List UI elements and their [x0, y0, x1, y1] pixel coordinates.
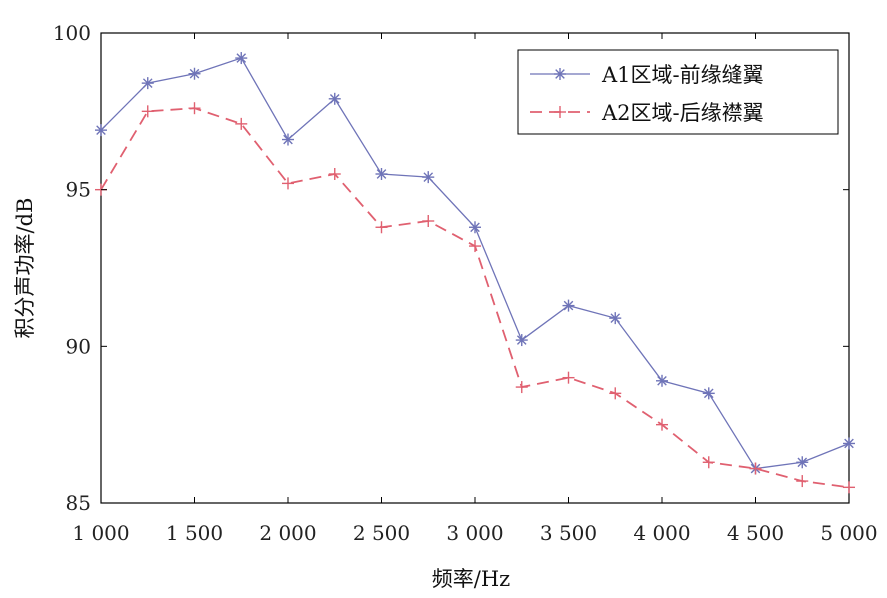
data-point	[796, 475, 809, 488]
data-point	[235, 117, 248, 130]
legend-label: A1区域-前缘缝翼	[601, 63, 764, 87]
data-point	[422, 215, 435, 227]
data-point	[282, 133, 294, 146]
data-point	[188, 102, 201, 115]
x-tick-label: 3 500	[540, 521, 597, 545]
data-point	[656, 374, 668, 387]
data-point	[609, 312, 622, 325]
data-point	[328, 92, 341, 105]
series-2	[95, 102, 855, 494]
data-point	[188, 67, 201, 80]
data-point	[656, 418, 668, 431]
legend-item: A2区域-后缘襟翼	[530, 101, 764, 125]
data-point	[328, 168, 341, 180]
data-point	[843, 437, 855, 450]
data-point	[843, 481, 855, 494]
axis-ticks: 1 000 1 500 2 000 2 500 3 000 3 500 4 000 4 500…	[53, 21, 878, 545]
data-point	[95, 124, 107, 137]
x-tick-label: 5 000	[820, 521, 877, 545]
data-point	[469, 221, 481, 234]
x-tick-label: 2 000	[259, 521, 316, 545]
y-tick-label: 100	[53, 21, 91, 45]
data-point	[515, 381, 528, 394]
data-point	[141, 105, 154, 118]
data-point	[469, 240, 481, 253]
x-tick-label: 4 500	[727, 521, 784, 545]
data-point	[235, 52, 248, 65]
x-tick-label: 2 500	[353, 521, 410, 545]
data-point	[796, 456, 809, 469]
data-point	[375, 168, 388, 180]
data-point	[515, 334, 528, 347]
legend: A1区域-前缘缝翼 A2区域-后缘襟翼	[517, 49, 839, 135]
data-point	[282, 177, 294, 190]
y-tick-label: 95	[66, 178, 91, 202]
series-layer	[95, 52, 855, 494]
data-point	[609, 387, 622, 400]
legend-box	[517, 49, 839, 135]
y-tick-label: 90	[66, 334, 91, 358]
data-point	[562, 299, 575, 312]
legend-label: A2区域-后缘襟翼	[601, 101, 764, 125]
x-axis-title: 频率/Hz	[432, 567, 510, 591]
x-tick-label: 1 000	[72, 521, 129, 545]
data-point	[141, 77, 154, 90]
data-point	[702, 387, 715, 400]
x-tick-label: 3 000	[446, 521, 503, 545]
data-point	[422, 171, 435, 184]
y-tick-label: 85	[66, 491, 91, 515]
data-point	[702, 456, 715, 469]
legend-item: A1区域-前缘缝翼	[530, 63, 764, 87]
x-tick-label: 4 000	[633, 521, 690, 545]
series-line	[100, 107, 850, 489]
data-point	[749, 462, 762, 475]
y-axis-title: 积分声功率/dB	[13, 198, 37, 339]
x-tick-label: 1 500	[166, 521, 223, 545]
data-point	[375, 221, 388, 234]
data-point	[562, 371, 575, 384]
